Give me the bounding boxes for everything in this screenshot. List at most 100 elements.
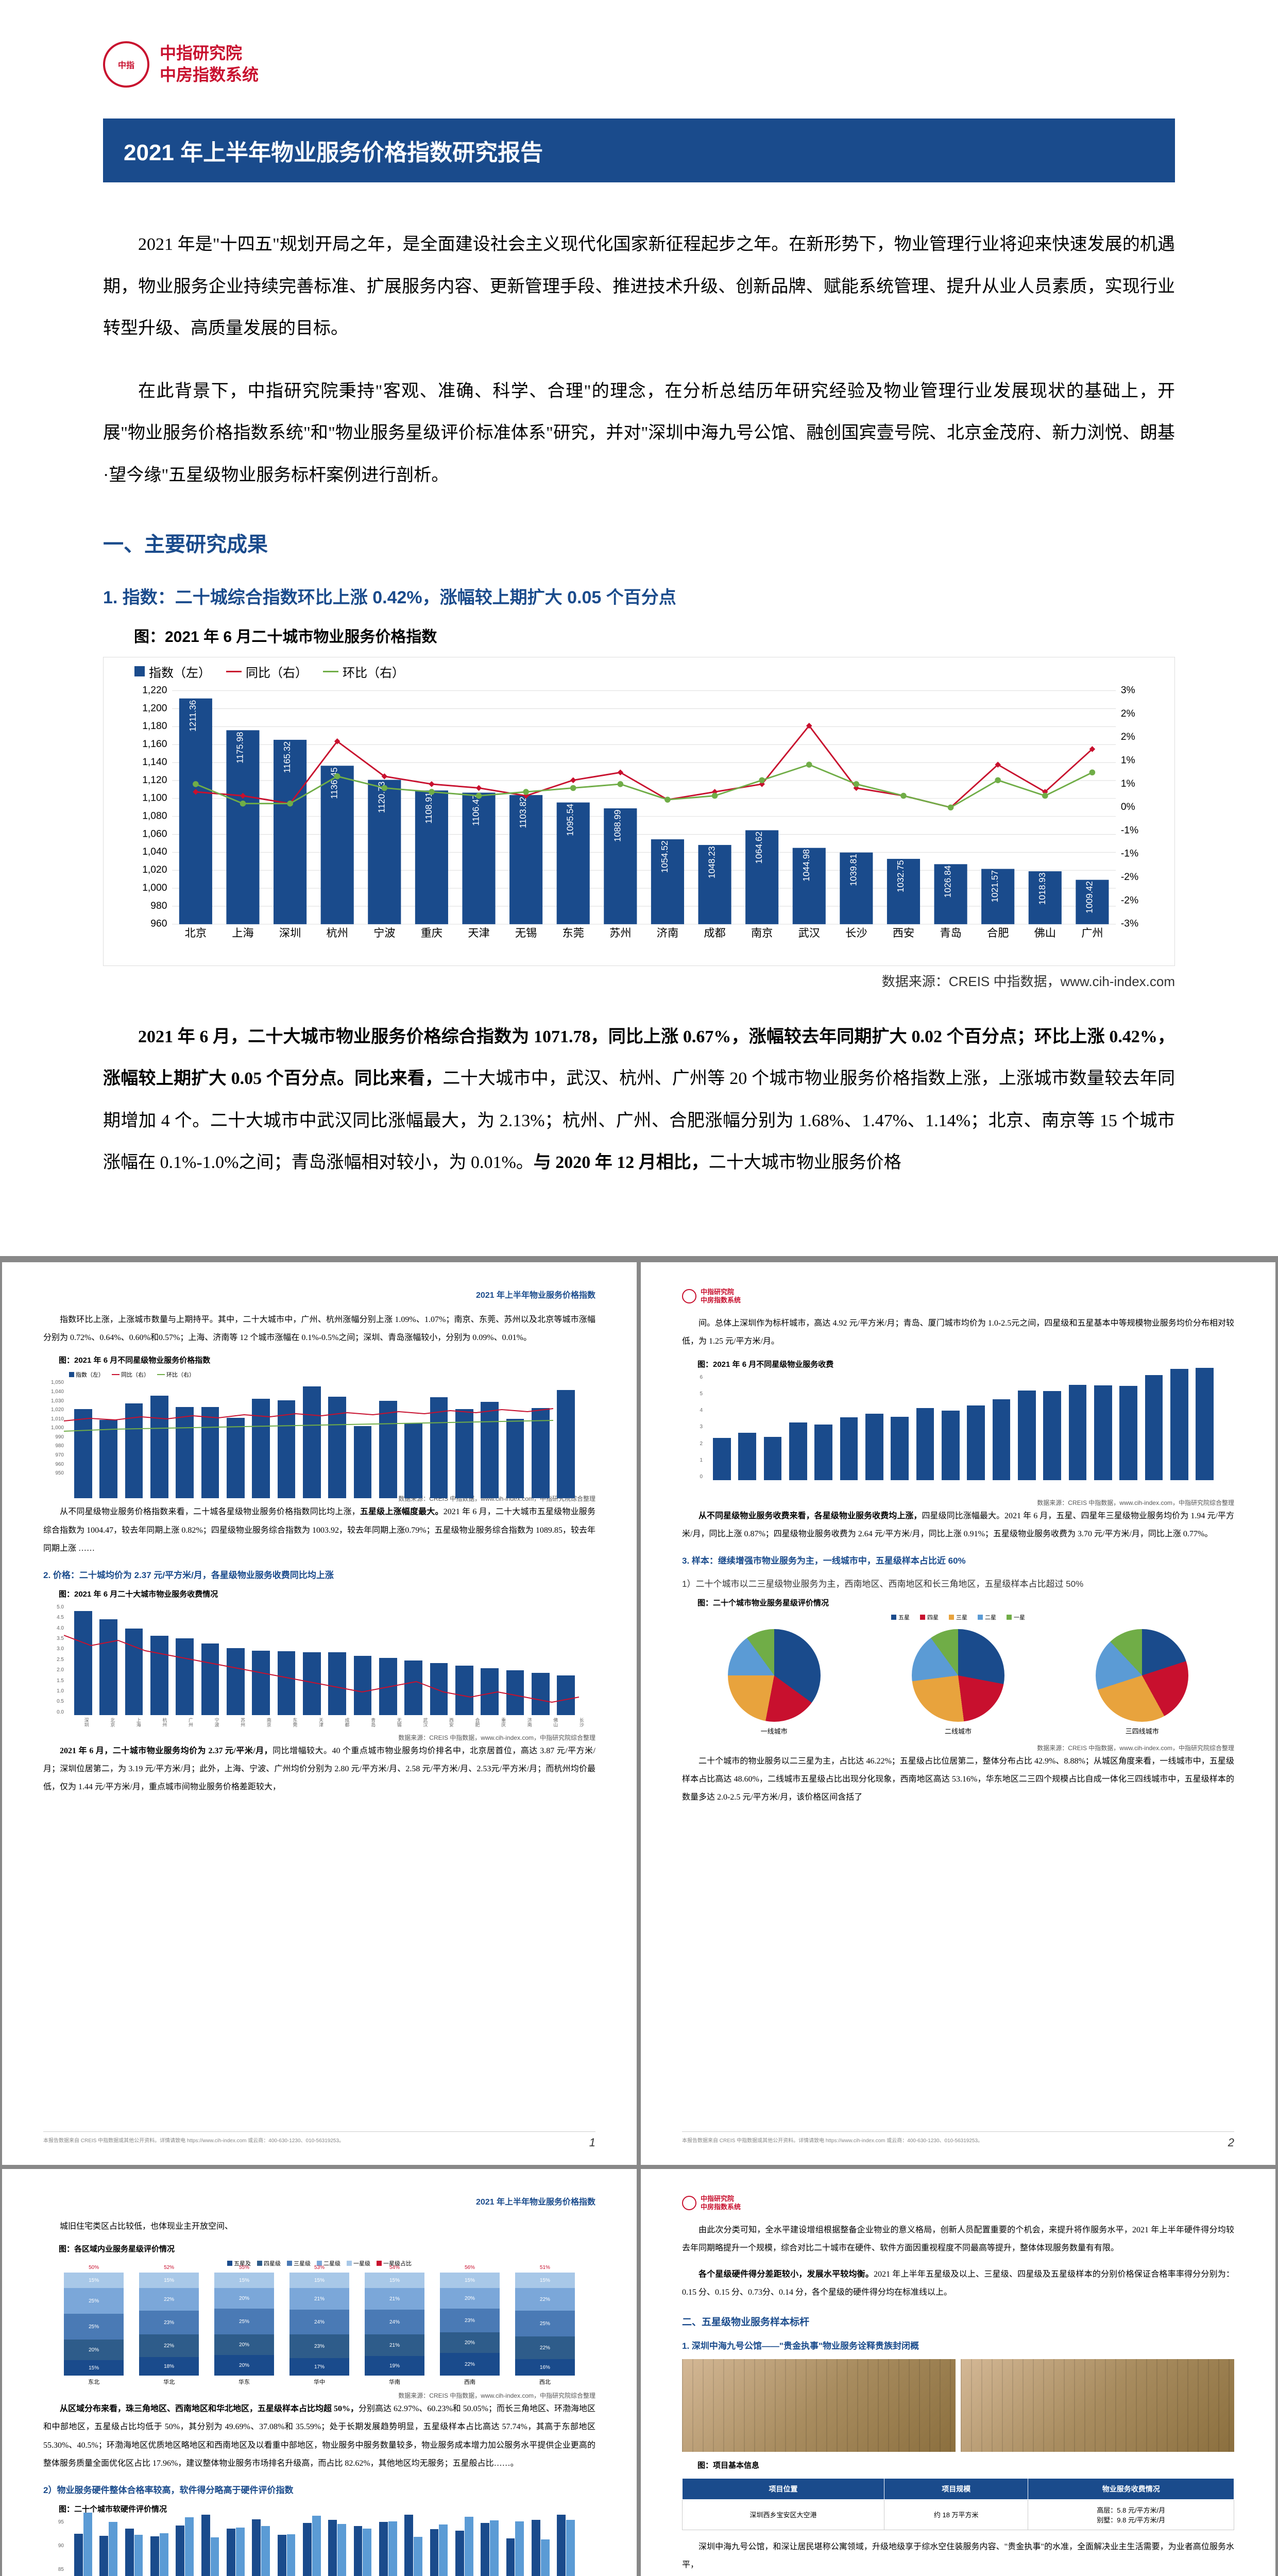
svg-text:天津: 天津 (468, 927, 489, 939)
svg-text:1026.84: 1026.84 (943, 865, 953, 897)
page-logo: 中指研究院中房指数系统 (682, 1288, 1234, 1304)
p1-src2: 数据来源：CREIS 中指数据，www.cih-index.com，中指研究院综… (43, 1733, 595, 1742)
thumbnail-pages: 2021 年上半年物业服务价格指数 指数环比上涨，上涨城市数量与上期持平。其中，… (0, 1256, 1278, 2576)
page-header: 2021 年上半年物业服务价格指数 (43, 1288, 595, 1300)
chart-svg: 1,2201,2001,1801,1601,1401,1201,1001,080… (104, 686, 1174, 964)
svg-text:1018.93: 1018.93 (1037, 872, 1047, 905)
sub-heading-1: 1. 指数：二十城综合指数环比上涨 0.42%，涨幅较上期扩大 0.05 个百分… (103, 583, 1175, 608)
svg-text:1,160: 1,160 (142, 739, 167, 750)
svg-text:武汉: 武汉 (798, 927, 820, 939)
th-location: 项目位置 (683, 2478, 884, 2499)
logo-icon: 中指 (103, 41, 149, 88)
p3-body2: 从区域分布来看，珠三角地区、西南地区和华北地区，五星级样本占比均超 50%，分别… (43, 2400, 595, 2472)
page-number: 1 (589, 2136, 595, 2149)
svg-text:1,180: 1,180 (142, 721, 167, 732)
svg-text:1175.98: 1175.98 (234, 732, 245, 763)
svg-text:1,080: 1,080 (142, 810, 167, 821)
chart-source: 数据来源：CREIS 中指数据，www.cih-index.com (103, 971, 1175, 990)
section-2-heading: 二、五星级物业服务样本标杆 (682, 2314, 1234, 2328)
section-1-heading: 一、主要研究成果 (103, 528, 1175, 557)
analysis-para: 2021 年 6 月，二十大城市物业服务价格综合指数为 1071.78，同比上涨… (103, 1016, 1175, 1184)
svg-text:1,040: 1,040 (142, 846, 167, 857)
p4-body2: 各个星级硬件得分差距较小，发展水平较均衡。2021 年上半年五星级及以上、三星级… (682, 2265, 1234, 2301)
svg-text:1165.32: 1165.32 (282, 741, 292, 773)
page-header: 2021 年上半年物业服务价格指数 (43, 2195, 595, 2207)
svg-text:无锡: 无锡 (515, 927, 537, 939)
report-title: 2021 年上半年物业服务价格指数研究报告 (103, 118, 1175, 182)
td-scale: 约 18 万平方米 (884, 2499, 1028, 2530)
svg-text:广州: 广州 (1081, 927, 1103, 939)
p4-heading1: 1. 深圳中海九号公馆——"贵金执事"物业服务诠释贵族封闭概 (682, 2338, 1234, 2351)
svg-text:1054.52: 1054.52 (659, 840, 670, 873)
project-info-table: 项目位置 项目规模 物业服务收费情况 深圳西乡宝安区大空港 约 18 万平方米 … (682, 2478, 1234, 2530)
svg-text:1106.47: 1106.47 (471, 794, 481, 825)
svg-text:1,020: 1,020 (142, 865, 167, 875)
svg-text:青岛: 青岛 (940, 927, 961, 939)
th-scale: 项目规模 (884, 2478, 1028, 2499)
p3-src1: 数据来源：CREIS 中指数据，www.cih-index.com，中指研究院综… (43, 2391, 595, 2400)
page-2: 中指研究院中房指数系统 间。总体上深圳作为标杆城市，高达 4.92 元/平方米/… (639, 1260, 1277, 2167)
svg-text:1,100: 1,100 (142, 792, 167, 803)
svg-text:2%: 2% (1121, 732, 1135, 742)
logo-area: 中指 中指研究院 中房指数系统 (103, 41, 1175, 88)
svg-text:长沙: 长沙 (845, 927, 867, 939)
page-footer: 本报告数据来自 CREIS 中指数据或其他公开资料。详情请致电 https://… (682, 2131, 1234, 2149)
svg-text:深圳: 深圳 (279, 927, 301, 939)
p1-chart1-title: 图：2021 年 6 月不同星级物业服务价格指数 (43, 1354, 595, 1365)
main-chart-title: 图：2021 年 6 月二十城市物业服务价格指数 (103, 624, 1175, 647)
svg-text:1,220: 1,220 (142, 686, 167, 696)
svg-text:-2%: -2% (1121, 895, 1138, 906)
p2-chart1: 6543210 (682, 1375, 1234, 1493)
page-4: 中指研究院中房指数系统 由此次分类可知，全水平建设增组根据整备企业物业的意义格局… (639, 2167, 1277, 2576)
page-3: 2021 年上半年物业服务价格指数 城旧住宅类区占比较低，也体现业主开放空间、 … (0, 2167, 639, 2576)
svg-text:0%: 0% (1121, 802, 1135, 812)
svg-text:980: 980 (150, 900, 167, 911)
svg-text:1%: 1% (1121, 778, 1135, 789)
svg-text:1211.36: 1211.36 (188, 700, 198, 731)
svg-text:1,120: 1,120 (142, 774, 167, 785)
main-index-chart: 指数（左） 同比（右） 环比（右） 1,2201,2001,1801,1601,… (103, 657, 1175, 966)
svg-text:1,000: 1,000 (142, 883, 167, 893)
svg-text:北京: 北京 (185, 927, 207, 939)
svg-text:1048.23: 1048.23 (707, 846, 717, 878)
p2-body3: 二十个城市的物业服务以二三星为主，占比达 46.22%；五星级占比位居第二，整体… (682, 1752, 1234, 1807)
svg-text:1,060: 1,060 (142, 828, 167, 839)
svg-text:东莞: 东莞 (563, 927, 584, 939)
p1-body3: 2021 年 6 月，二十城市物业服务均价为 2.37 元/平米/月，同比增幅较… (43, 1742, 595, 1797)
svg-text:上海: 上海 (232, 927, 253, 939)
svg-text:-1%: -1% (1121, 848, 1138, 859)
svg-text:-2%: -2% (1121, 872, 1138, 883)
svg-text:重庆: 重庆 (421, 927, 442, 939)
svg-text:1039.81: 1039.81 (848, 854, 858, 886)
intro-para-1: 2021 年是"十四五"规划开局之年，是全面建设社会主义现代化国家新征程起步之年… (103, 224, 1175, 350)
svg-text:3%: 3% (1121, 686, 1135, 696)
p2-body1: 间。总体上深圳作为标杆城市，高达 4.92 元/平方米/月；青岛、厦门城市均价为… (682, 1314, 1234, 1350)
page-number: 2 (1228, 2136, 1234, 2149)
svg-text:1088.99: 1088.99 (612, 809, 622, 842)
p2-src1: 数据来源：CREIS 中指数据，www.cih-index.com，中指研究院综… (682, 1498, 1234, 1507)
p4-body1: 由此次分类可知，全水平建设增组根据整备企业物业的意义格局，创新人员配置重要的个机… (682, 2221, 1234, 2257)
svg-text:1103.82: 1103.82 (518, 796, 528, 828)
svg-text:合肥: 合肥 (987, 927, 1009, 939)
p3-heading2: 2）物业服务硬件整体合格率较高，软件得分略高于硬件评价指数 (43, 2483, 595, 2496)
svg-text:1136.45: 1136.45 (329, 767, 339, 799)
th-fee: 物业服务收费情况 (1028, 2478, 1234, 2499)
table-title: 图：项目基本信息 (682, 2460, 1234, 2470)
svg-text:1009.42: 1009.42 (1084, 881, 1094, 913)
svg-text:1095.54: 1095.54 (565, 803, 575, 836)
page-1: 2021 年上半年物业服务价格指数 指数环比上涨，上涨城市数量与上期持平。其中，… (0, 1260, 639, 2167)
svg-text:1064.62: 1064.62 (754, 831, 764, 863)
svg-text:1044.98: 1044.98 (801, 849, 811, 882)
svg-text:佛山: 佛山 (1034, 927, 1056, 939)
project-photos (682, 2359, 1234, 2452)
p2-src2: 数据来源：CREIS 中指数据，www.cih-index.com，中指研究院综… (682, 1743, 1234, 1752)
svg-text:1108.91: 1108.91 (423, 792, 434, 823)
p1-body2: 从不同星级物业服务价格指数来看，二十城各星级物业服务价格指数同比均上涨，五星级上… (43, 1503, 595, 1557)
p3-chart1-title: 图：各区域内业服务星级评价情况 (43, 2243, 595, 2254)
svg-text:-1%: -1% (1121, 825, 1138, 836)
p3-chart2: 9590858075 (43, 2519, 595, 2576)
p2-body2: 从不同星级物业服务收费来看，各星级物业服务收费均上涨，四星级同比涨幅最大。202… (682, 1507, 1234, 1543)
svg-text:西安: 西安 (893, 927, 914, 939)
p1-heading2: 2. 价格：二十城均价为 2.37 元/平方米/月，各星级物业服务收费同比均上涨 (43, 1568, 595, 1581)
svg-text:苏州: 苏州 (609, 927, 631, 939)
